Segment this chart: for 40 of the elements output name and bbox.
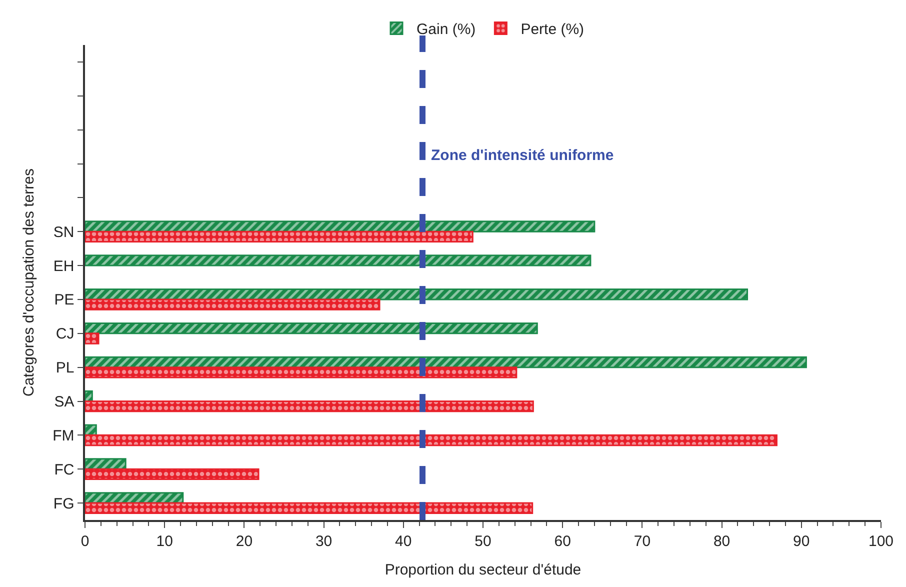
x-tick-label: 80 — [713, 532, 730, 550]
bar — [85, 332, 100, 344]
y-tick-label: PL — [56, 360, 74, 377]
y-tick-label: SN — [53, 224, 74, 241]
bar — [85, 400, 534, 412]
text: Gain (%) — [416, 21, 476, 38]
y-tick-label: EH — [53, 258, 74, 275]
bar — [85, 220, 596, 232]
x-tick-label: 100 — [868, 532, 894, 550]
x-tick-label: 30 — [315, 532, 332, 550]
bar — [85, 254, 592, 266]
bar — [85, 356, 807, 368]
x-tick-label: 20 — [236, 532, 253, 550]
x-tick-label: 50 — [474, 532, 492, 550]
text: Perte (%) — [520, 21, 584, 38]
bar — [85, 502, 534, 514]
bar — [85, 322, 538, 334]
y-tick-label: FC — [54, 461, 74, 478]
x-tick-label: 40 — [395, 532, 412, 550]
bar — [85, 298, 380, 310]
bar — [85, 366, 518, 378]
y-tick-label: FM — [52, 427, 74, 444]
y-tick-label: FG — [53, 495, 74, 512]
y-tick-label: PE — [54, 292, 74, 309]
bar — [85, 230, 474, 243]
x-tick-label: 0 — [80, 532, 90, 550]
x-axis-title: Proportion du secteur d'étude — [384, 561, 582, 578]
x-tick-label: 60 — [554, 532, 571, 550]
x-tick-label: 90 — [793, 532, 810, 550]
y-tick-label: SA — [54, 394, 74, 410]
bar — [85, 468, 260, 480]
x-tick-label: 10 — [156, 532, 173, 550]
bar — [85, 434, 778, 446]
ref-line-label: Zone d'intensité uniforme — [431, 147, 614, 164]
y-tick-label: CJ — [56, 326, 74, 343]
y-axis-title: Categores d'occupation des terres — [20, 168, 38, 396]
x-tick-label: 70 — [634, 532, 651, 550]
bar — [85, 492, 184, 504]
bar — [85, 288, 748, 300]
bar — [85, 458, 126, 470]
